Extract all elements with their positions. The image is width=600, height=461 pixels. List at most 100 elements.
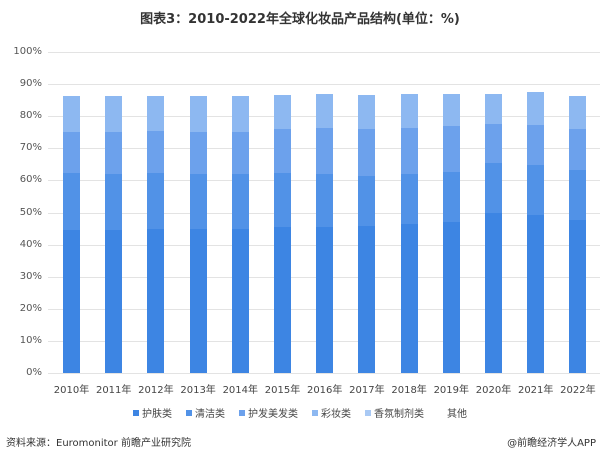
y-tick-label: 70% — [19, 142, 42, 154]
x-tick-label: 2013年 — [180, 385, 216, 396]
bar-segment-护发美发类 — [569, 129, 587, 171]
y-tick-label: 0% — [26, 367, 42, 378]
y-tick-label: 30% — [19, 270, 42, 282]
y-tick-label: 50% — [19, 206, 42, 218]
bar-segment-护发美发类 — [105, 131, 123, 174]
legend-label: 清洁类 — [195, 409, 225, 420]
legend-label: 护肤类 — [142, 409, 172, 420]
x-tick-label: 2021年 — [517, 385, 554, 396]
bar-segment-清洁类 — [63, 173, 80, 231]
bar-segment-护发美发类 — [358, 129, 376, 176]
legend-item: 其他 — [438, 405, 467, 420]
bar-segment-清洁类 — [442, 172, 460, 223]
x-tick-label: 2011年 — [95, 385, 132, 396]
bar-segment-清洁类 — [231, 173, 249, 229]
x-tick-label: 2014年 — [222, 385, 259, 396]
legend-swatch-icon — [312, 409, 318, 416]
bar-segment-护发美发类 — [316, 128, 334, 174]
bar-segment-清洁类 — [274, 173, 291, 227]
bar-segment-彩妆类 — [442, 94, 460, 127]
bar-segment-护发美发类 — [485, 123, 502, 164]
bar-2016年 — [316, 94, 334, 373]
bar-segment-清洁类 — [147, 173, 165, 229]
x-tick-label: 2019年 — [433, 385, 470, 396]
y-tick-label: 10% — [19, 334, 42, 346]
bar-segment-护发美发类 — [147, 130, 165, 174]
legend-label: 其他 — [447, 409, 467, 420]
legend-swatch-icon — [438, 409, 444, 416]
bar-2020年 — [485, 94, 502, 373]
chart-title: 图表3：2010-2022年全球化妆品产品结构(单位：%) — [140, 12, 460, 27]
bar-segment-护发美发类 — [274, 129, 291, 174]
legend: 护肤类 清洁类 护发美发类 彩妆类 香氛制剂类 其他 — [0, 405, 600, 420]
plot-area — [48, 52, 600, 374]
bar-segment-清洁类 — [569, 170, 587, 220]
bar-segment-护发美发类 — [63, 131, 80, 174]
bar-segment-彩妆类 — [527, 92, 545, 125]
legend-item: 香氛制剂类 — [365, 405, 424, 420]
bar-2013年 — [189, 96, 207, 373]
bar-segment-护肤类 — [231, 228, 249, 373]
x-tick-label: 2010年 — [53, 385, 90, 396]
bar-2022年 — [569, 96, 587, 373]
bar-segment-护发美发类 — [231, 131, 249, 174]
y-tick-label: 20% — [19, 302, 42, 314]
bar-segment-彩妆类 — [105, 96, 123, 132]
legend-item: 清洁类 — [186, 405, 225, 420]
x-tick-label: 2022年 — [560, 385, 596, 396]
bar-2011年 — [105, 96, 123, 373]
bar-segment-彩妆类 — [189, 96, 207, 132]
y-tick-label: 100% — [13, 46, 42, 57]
bar-segment-护肤类 — [105, 230, 123, 373]
bar-2015年 — [274, 95, 291, 373]
y-tick-label: 80% — [19, 110, 42, 122]
bar-segment-护肤类 — [274, 226, 291, 373]
bar-2017年 — [358, 95, 376, 373]
gridline — [48, 84, 600, 86]
bar-segment-清洁类 — [105, 173, 123, 231]
bar-segment-护肤类 — [485, 213, 502, 373]
x-tick-label: 2015年 — [264, 385, 301, 396]
x-tick-label: 2020年 — [475, 385, 512, 396]
bar-segment-护肤类 — [442, 222, 460, 373]
bar-segment-护肤类 — [189, 228, 207, 373]
legend-item: 护发美发类 — [239, 405, 298, 420]
bar-segment-护肤类 — [147, 228, 165, 373]
bar-segment-彩妆类 — [400, 94, 418, 129]
bar-segment-护肤类 — [316, 226, 334, 373]
gridline — [48, 52, 600, 53]
legend-swatch-icon — [133, 409, 139, 416]
bar-segment-彩妆类 — [358, 95, 376, 130]
bar-2019年 — [442, 94, 460, 373]
bar-2018年 — [400, 94, 418, 373]
legend-label: 香氛制剂类 — [374, 409, 424, 420]
bar-segment-护发美发类 — [400, 128, 418, 174]
bar-segment-清洁类 — [527, 165, 545, 216]
x-tick-label: 2016年 — [306, 385, 343, 396]
bar-segment-彩妆类 — [231, 96, 249, 132]
bar-segment-彩妆类 — [485, 94, 502, 124]
gridline — [48, 373, 600, 374]
x-tick-label: 2018年 — [391, 385, 427, 396]
bar-segment-护肤类 — [63, 230, 80, 373]
bar-segment-护肤类 — [527, 215, 545, 373]
bar-2010年 — [63, 96, 80, 373]
legend-swatch-icon — [186, 409, 192, 416]
y-tick-label: 40% — [19, 238, 42, 250]
legend-swatch-icon — [365, 409, 371, 416]
legend-item: 护肤类 — [133, 405, 172, 420]
bar-segment-彩妆类 — [316, 94, 334, 129]
bar-segment-护肤类 — [569, 219, 587, 373]
bar-segment-清洁类 — [316, 174, 334, 227]
bar-segment-护肤类 — [400, 224, 418, 373]
legend-label: 彩妆类 — [321, 409, 351, 420]
legend-swatch-icon — [239, 409, 245, 416]
bar-segment-护发美发类 — [442, 126, 460, 173]
bar-segment-清洁类 — [485, 163, 502, 214]
bar-segment-彩妆类 — [63, 96, 80, 132]
x-tick-label: 2017年 — [349, 385, 385, 396]
bar-segment-护发美发类 — [189, 131, 207, 174]
bar-segment-护肤类 — [358, 225, 376, 373]
bar-segment-清洁类 — [189, 173, 207, 229]
source-note: 资料来源：Euromonitor 前瞻产业研究院 — [6, 438, 191, 449]
